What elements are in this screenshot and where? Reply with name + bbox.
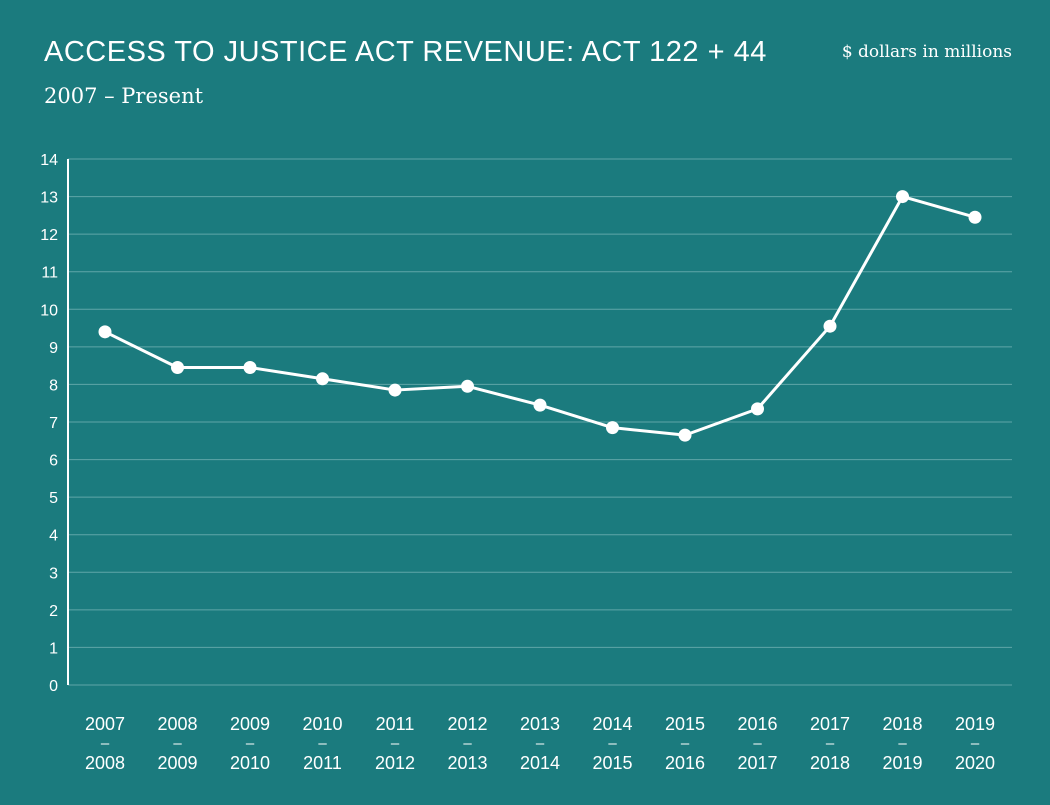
x-tick-label-line: 2008 [85,753,125,773]
data-point [968,210,982,224]
y-tick-label: 7 [49,415,58,432]
x-tick-label-line: 2013 [447,753,487,773]
x-axis: 2007–20082008–20092009–20102010–20112011… [85,714,995,773]
x-tick-label-line: 2016 [665,753,705,773]
x-tick-label-line: 2011 [303,753,342,773]
x-tick-label-line: 2018 [882,714,922,734]
x-tick-label: 2015–2016 [665,714,705,773]
y-tick-label: 5 [49,490,58,507]
y-tick-label: 11 [41,265,58,282]
x-tick-label: 2016–2017 [737,714,777,773]
data-point [896,190,909,204]
data-point [388,383,402,397]
data-point [98,325,112,339]
x-tick-label-line: – [971,735,980,752]
chart-subtitle: 2007 – Present [44,84,204,108]
data-point [606,421,619,435]
x-tick-label-line: 2011 [376,714,415,734]
x-tick-label: 2013–2014 [520,714,560,773]
x-tick-label: 2009–2010 [230,714,270,773]
y-tick-label: 2 [49,603,58,620]
data-point [751,402,764,416]
x-tick-label-line: – [536,735,545,752]
x-tick-label-line: 2015 [592,753,632,773]
x-tick-label-line: 2017 [737,753,777,773]
data-point [461,379,474,393]
x-tick-label: 2018–2019 [882,714,922,773]
y-tick-label: 8 [49,377,58,394]
x-tick-label-line: 2019 [882,753,922,773]
x-tick-label-line: 2013 [520,714,560,734]
x-tick-label: 2007–2008 [85,714,125,773]
y-tick-label: 9 [49,340,58,357]
chart-title: ACCESS TO JUSTICE ACT REVENUE: ACT 122 +… [44,36,767,68]
units-label: $ dollars in millions [841,42,1012,62]
x-tick-label-line: 2014 [592,714,632,734]
x-tick-label: 2019–2020 [955,714,995,773]
data-point [533,398,547,412]
x-tick-label-line: 2012 [447,714,487,734]
data-point [823,319,837,333]
x-tick-label-line: 2014 [520,753,560,773]
x-tick-label-line: 2016 [737,714,777,734]
x-tick-label: 2012–2013 [447,714,487,773]
x-tick-label-line: 2009 [157,753,197,773]
x-tick-label-line: 2017 [810,714,850,734]
x-tick-label-line: 2007 [85,714,125,734]
data-point [678,428,692,442]
y-tick-label: 1 [49,640,58,657]
x-tick-label-line: – [101,735,110,752]
x-tick-label-line: 2009 [230,714,270,734]
data-point [171,361,184,375]
x-tick-label-line: 2019 [955,714,995,734]
x-tick-label-line: 2012 [375,753,415,773]
x-tick-label: 2008–2009 [157,714,197,773]
x-tick-label-line: – [681,735,690,752]
x-tick-label-line: 2018 [810,753,850,773]
data-point [316,372,329,386]
x-tick-label-line: – [753,735,762,752]
x-tick-label-line: 2010 [302,714,342,734]
x-tick-label-line: 2020 [955,753,995,773]
data-point [243,361,257,375]
x-tick-label: 2011–2012 [375,714,415,773]
y-tick-label: 6 [49,453,58,470]
x-tick-label: 2017–2018 [810,714,850,773]
x-tick-label-line: – [463,735,472,752]
series-layer [98,190,982,442]
x-tick-label-line: 2010 [230,753,270,773]
x-tick-label-line: – [318,735,327,752]
x-tick-label-line: – [246,735,255,752]
y-tick-label: 12 [40,227,58,244]
x-tick-label-line: 2008 [157,714,197,734]
grid-lines [68,158,1012,686]
x-tick-label-line: – [608,735,617,752]
y-tick-label: 0 [49,678,58,695]
x-tick-label: 2010–2011 [302,714,342,773]
x-tick-label-line: – [898,735,907,752]
y-tick-label: 4 [49,528,58,545]
y-tick-label: 10 [40,302,58,319]
y-tick-label: 3 [49,565,58,582]
x-tick-label-line: – [173,735,182,752]
y-tick-label: 14 [40,152,58,169]
x-tick-label-line: 2015 [665,714,705,734]
x-tick-label: 2014–2015 [592,714,632,773]
x-tick-label-line: – [391,735,400,752]
x-tick-label-line: – [826,735,835,752]
y-tick-label: 13 [40,190,58,207]
